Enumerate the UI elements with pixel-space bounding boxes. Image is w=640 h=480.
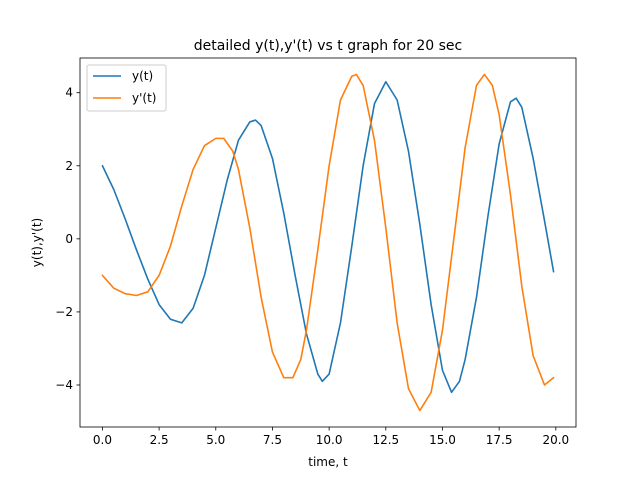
x-tick-label: 17.5	[486, 433, 513, 447]
x-tick-label: 12.5	[372, 433, 399, 447]
x-tick-label: 15.0	[429, 433, 456, 447]
chart-title: detailed y(t),y'(t) vs t graph for 20 se…	[194, 38, 462, 54]
x-tick-label: 2.5	[150, 433, 169, 447]
plot-area	[101, 73, 555, 412]
x-tick-label: 20.0	[542, 433, 569, 447]
legend: y(t) y'(t)	[86, 64, 167, 112]
x-tick-label: 5.0	[206, 433, 225, 447]
y-tick-label: 0	[65, 232, 73, 246]
y-axis-label: y(t),y'(t)	[30, 218, 44, 267]
y-tick-label: −2	[55, 305, 73, 319]
x-axis-label: time, t	[308, 455, 348, 469]
legend-label-y-prime: y'(t)	[132, 91, 156, 105]
legend-label-y: y(t)	[132, 69, 153, 83]
x-tick-label: 7.5	[263, 433, 282, 447]
series-line-y	[101, 80, 555, 394]
series-line-y-prime	[101, 73, 555, 412]
ticks: 0.0 2.5 5.0 7.5 10.0 12.5 15.0 17.5 20.0 −4 −2 0 2 4	[55, 86, 569, 447]
y-tick-label: 2	[65, 159, 73, 173]
axes-frame	[79, 57, 577, 428]
y-tick-label: 4	[65, 86, 73, 100]
x-tick-label: 10.0	[316, 433, 343, 447]
y-tick-label: −4	[55, 378, 73, 392]
x-tick-label: 0.0	[93, 433, 112, 447]
